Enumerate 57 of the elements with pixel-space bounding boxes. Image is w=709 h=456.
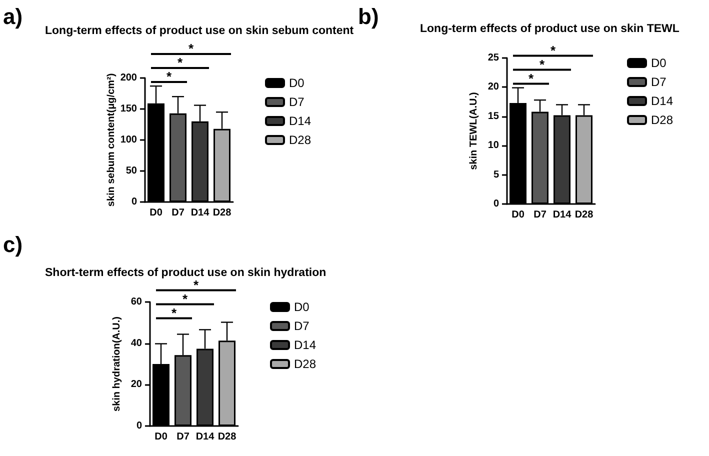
y-tick-label: 60	[130, 296, 142, 308]
text: *	[177, 55, 184, 70]
legend-label: D28	[289, 133, 312, 147]
text: c)	[3, 232, 23, 257]
y-tick-label: 10	[488, 140, 500, 152]
legend-label: D14	[289, 114, 312, 128]
y-tick-label: 0	[493, 198, 500, 210]
x-tick-label: D0	[150, 208, 163, 218]
legend-label: D14	[651, 94, 674, 108]
y-tick-label: 0	[131, 196, 138, 208]
annotation: *	[182, 291, 188, 306]
legend-label: D7	[289, 95, 305, 109]
annotation: *	[171, 305, 178, 320]
y-axis-title: skin sebum content(μg/cm²)	[106, 73, 117, 207]
text: *	[193, 277, 200, 292]
legend-label: D7	[651, 75, 667, 89]
x-tick-label: D28	[212, 208, 232, 218]
x-tick-label: D7	[172, 208, 185, 218]
y-tick-label: 0	[136, 420, 142, 432]
x-tick-label: D7	[176, 432, 190, 442]
x-tick-label: D14	[552, 210, 572, 220]
annotation: *	[528, 70, 534, 86]
y-tick-label: 20	[488, 82, 500, 93]
legend-label: D28	[651, 113, 674, 127]
annotation: *	[166, 69, 172, 84]
y-tick-label: 150	[120, 104, 138, 114]
legend-label: D0	[651, 56, 667, 70]
text: b)	[358, 4, 379, 29]
text: *	[550, 42, 556, 58]
y-axis-title: skin TEWL(A.U.)	[468, 92, 480, 170]
chart-title: Long-term effects of product use on skin TEWL	[420, 23, 680, 35]
chart-title: Long-term effects of product use on skin sebum content	[45, 25, 354, 37]
legend-label: D14	[294, 338, 316, 352]
legend-label: D0	[289, 76, 305, 90]
x-tick-label: D28	[218, 432, 237, 442]
y-tick-label: 40	[130, 338, 142, 349]
y-tick-label: 5	[493, 169, 500, 180]
x-tick-label: D7	[534, 210, 547, 220]
chart-title: Short-term effects of product use on skin hydration	[45, 267, 326, 279]
y-tick-label: 200	[120, 72, 138, 84]
legend-label: D28	[294, 357, 316, 371]
y-tick-label: 100	[120, 134, 138, 146]
text: a)	[3, 4, 23, 29]
x-tick-label: D0	[154, 432, 168, 442]
x-tick-label: D0	[512, 210, 525, 220]
y-axis-title: skin hydration(A.U.)	[112, 316, 122, 412]
annotation: *	[539, 56, 546, 72]
y-tick-label: 15	[488, 110, 500, 122]
legend-label: D7	[294, 319, 310, 333]
y-tick-label: 25	[488, 52, 500, 64]
x-tick-label: D14	[196, 432, 215, 442]
y-tick-label: 50	[126, 166, 138, 176]
y-tick-label: 20	[130, 379, 142, 390]
legend-label: D0	[294, 300, 310, 314]
text: *	[188, 41, 194, 56]
x-tick-label: D14	[190, 208, 210, 218]
x-tick-label: D28	[574, 210, 594, 220]
